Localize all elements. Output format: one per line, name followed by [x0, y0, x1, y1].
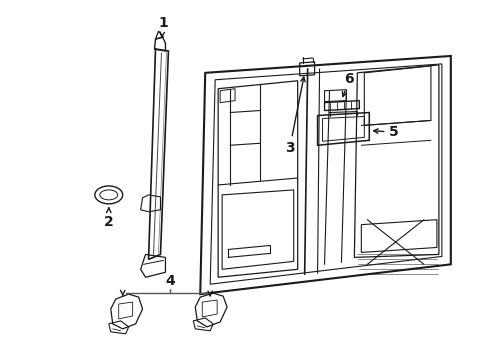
Text: 4: 4: [165, 274, 175, 288]
Text: 2: 2: [103, 208, 113, 229]
Text: 5: 5: [373, 125, 398, 139]
Text: 1: 1: [158, 16, 168, 37]
Text: 6: 6: [342, 72, 353, 96]
Text: 3: 3: [285, 77, 305, 155]
